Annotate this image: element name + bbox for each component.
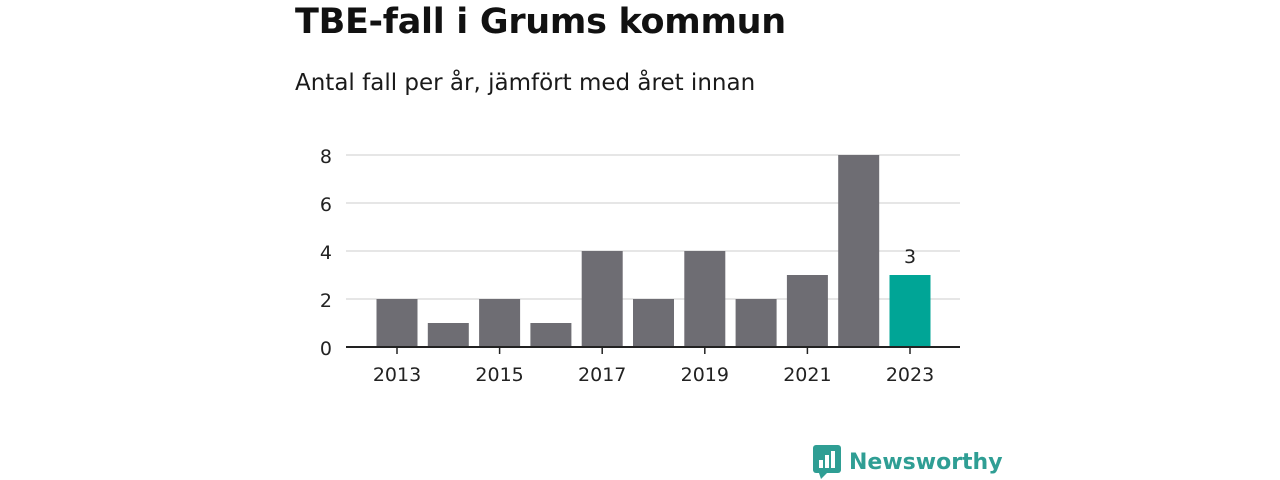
bar-2015: [479, 299, 521, 347]
bar-2013: [376, 299, 418, 347]
chart-subtitle: Antal fall per år, jämfört med året inna…: [295, 70, 756, 96]
x-tick-label: 2017: [578, 364, 626, 386]
bar-2022: [838, 155, 880, 347]
bar-2016: [530, 323, 572, 347]
y-tick-label: 4: [320, 242, 332, 264]
data-labels: 3: [904, 246, 916, 268]
x-tick-label: 2013: [373, 364, 421, 386]
brand-logo: Newsworthy: [813, 444, 1003, 480]
bar-2021: [786, 275, 828, 347]
x-tick-label: 2021: [783, 364, 831, 386]
chart-title: TBE-fall i Grums kommun: [295, 2, 786, 42]
y-tick-label: 8: [320, 146, 332, 168]
bar-2017: [581, 251, 623, 347]
x-tick-label: 2023: [886, 364, 934, 386]
newsworthy-logo-icon: [813, 445, 841, 479]
bar-2020: [735, 299, 777, 347]
bar-2023: [889, 275, 931, 347]
x-tick-label: 2015: [475, 364, 523, 386]
y-tick-label: 2: [320, 290, 332, 312]
x-tick-label: 2019: [681, 364, 729, 386]
bar-2018: [633, 299, 674, 347]
data-label: 3: [904, 246, 916, 268]
x-axis-ticks: 2013 2015 2017 2019 2021 2023: [373, 347, 934, 386]
y-tick-label: 0: [320, 338, 332, 360]
brand-name: Newsworthy: [849, 449, 1003, 475]
bars: [376, 155, 931, 347]
bar-2014: [427, 323, 469, 347]
y-axis-ticks: 0 2 4 6 8: [320, 146, 332, 360]
bar-2019: [684, 251, 726, 347]
y-tick-label: 6: [320, 194, 332, 216]
